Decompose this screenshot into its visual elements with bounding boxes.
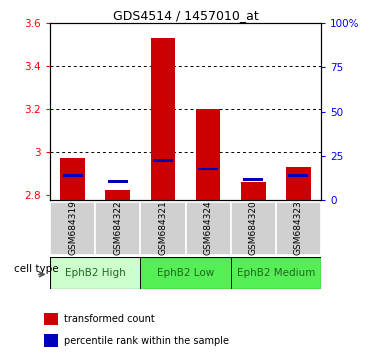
Text: EphB2 Low: EphB2 Low <box>157 268 214 278</box>
Bar <box>276 202 321 255</box>
Bar <box>50 202 95 255</box>
Bar <box>140 202 186 255</box>
Bar <box>60 158 85 200</box>
Bar <box>63 174 83 177</box>
Bar <box>198 167 218 170</box>
Text: GSM684322: GSM684322 <box>113 200 122 255</box>
Text: GSM684323: GSM684323 <box>294 200 303 255</box>
Text: GSM684320: GSM684320 <box>249 200 258 255</box>
Bar <box>151 38 175 200</box>
Bar <box>288 174 308 177</box>
Bar <box>231 257 321 289</box>
Title: GDS4514 / 1457010_at: GDS4514 / 1457010_at <box>113 9 258 22</box>
Bar <box>186 202 231 255</box>
Bar <box>231 202 276 255</box>
Bar <box>44 334 58 347</box>
Bar <box>50 257 140 289</box>
Bar <box>241 182 266 200</box>
Bar <box>140 257 231 289</box>
Text: GSM684321: GSM684321 <box>158 200 167 255</box>
Text: EphB2 Medium: EphB2 Medium <box>237 268 315 278</box>
Bar <box>243 178 263 181</box>
Bar <box>286 167 311 200</box>
Bar <box>196 109 220 200</box>
Bar <box>153 159 173 162</box>
Text: transformed count: transformed count <box>64 314 155 324</box>
Text: GSM684319: GSM684319 <box>68 200 77 255</box>
Text: cell type: cell type <box>14 264 59 274</box>
Text: percentile rank within the sample: percentile rank within the sample <box>64 336 229 346</box>
Bar <box>95 202 140 255</box>
Text: EphB2 High: EphB2 High <box>65 268 126 278</box>
Bar <box>108 181 128 183</box>
Bar <box>105 190 130 200</box>
Text: GSM684324: GSM684324 <box>204 200 213 255</box>
Bar <box>44 313 58 325</box>
